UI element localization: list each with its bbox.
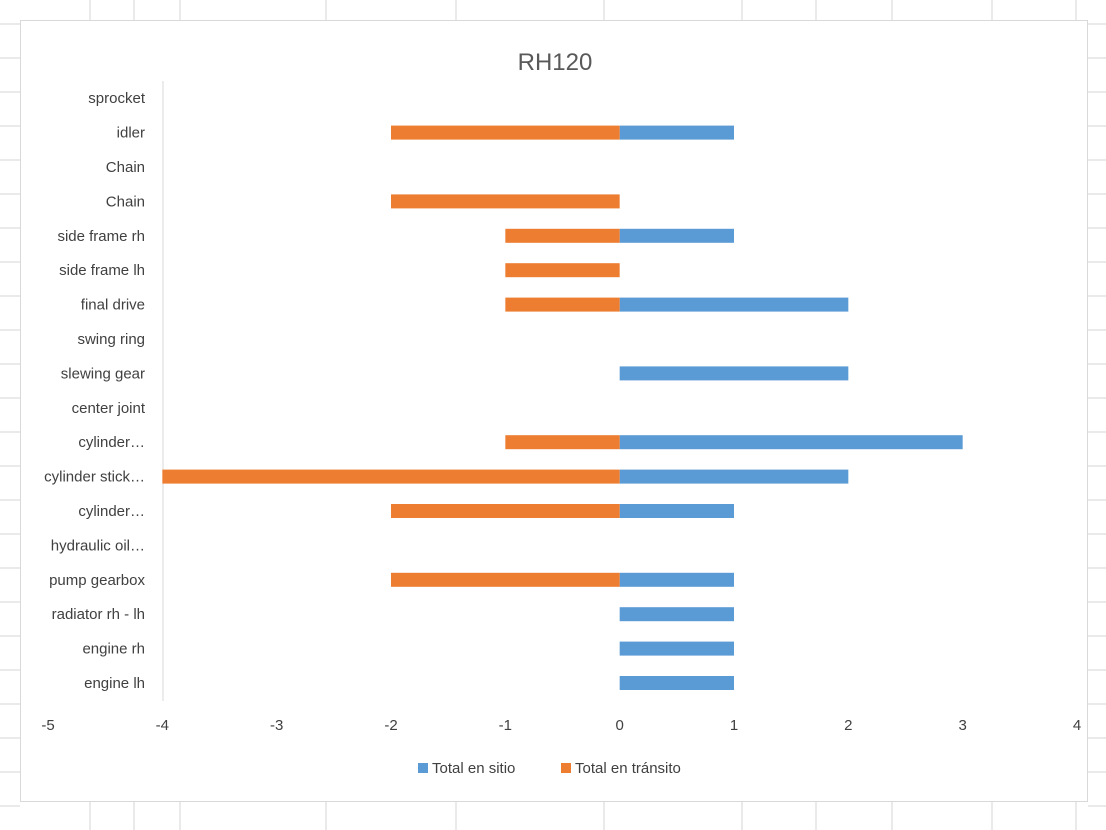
bar	[505, 228, 620, 243]
bar	[619, 366, 849, 381]
bar	[619, 435, 963, 450]
category-label: swing ring	[77, 331, 145, 348]
bar	[619, 125, 734, 140]
category-label: cylinder stick…	[44, 469, 145, 486]
legend-swatch	[561, 763, 571, 773]
x-tick-label: 0	[615, 717, 623, 734]
bar	[619, 297, 849, 312]
category-label: engine lh	[84, 675, 145, 692]
category-label: pump gearbox	[49, 572, 145, 589]
bar	[505, 297, 620, 312]
bar	[505, 435, 620, 450]
bar	[619, 641, 734, 656]
bar	[391, 194, 620, 209]
x-tick-label: -1	[499, 717, 512, 734]
x-tick-label: 2	[844, 717, 852, 734]
category-label: idler	[117, 125, 145, 142]
legend-label: Total en sitio	[432, 760, 515, 777]
bar	[162, 469, 620, 484]
chart-area[interactable]: RH120 sprocket idler Chain Chain side frame …	[20, 20, 1088, 802]
x-tick-label: -3	[270, 717, 283, 734]
category-labels: sprocket idler Chain Chain side frame rh side…	[44, 90, 146, 692]
bar	[619, 607, 734, 622]
x-tick-label: 4	[1073, 717, 1081, 734]
category-label: slewing gear	[61, 365, 145, 382]
category-label: center joint	[72, 400, 146, 417]
bar	[619, 676, 734, 690]
bar	[619, 228, 734, 243]
x-tick-label: 1	[730, 717, 738, 734]
category-label: side frame lh	[59, 262, 145, 279]
category-label: sprocket	[88, 90, 146, 107]
bar	[619, 572, 734, 587]
x-tick-labels: -5 -4 -3 -2 -1 0 1 2 3 4	[41, 717, 1081, 734]
chart-title: RH120	[518, 49, 593, 76]
bars	[162, 125, 963, 690]
x-tick-label: -4	[156, 717, 169, 734]
legend: Total en sitio Total en tránsito	[418, 760, 681, 777]
legend-swatch	[418, 763, 428, 773]
bar-chart: RH120 sprocket idler Chain Chain side frame …	[41, 49, 1081, 777]
bar	[619, 469, 849, 484]
category-label: engine rh	[82, 641, 145, 658]
category-label: hydraulic oil…	[51, 537, 145, 554]
category-label: cylinder…	[78, 503, 145, 520]
bar	[391, 504, 620, 518]
category-label: side frame rh	[57, 228, 145, 245]
x-tick-label: 3	[958, 717, 966, 734]
x-tick-label: -2	[384, 717, 397, 734]
category-label: cylinder…	[78, 434, 145, 451]
x-tick-label: -5	[41, 717, 54, 734]
category-label: Chain	[106, 193, 145, 210]
category-label: final drive	[81, 297, 145, 314]
bar	[391, 125, 620, 140]
legend-label: Total en tránsito	[575, 760, 681, 777]
bar	[391, 572, 620, 587]
bar	[619, 504, 734, 518]
category-label: radiator rh - lh	[52, 606, 145, 623]
bar	[505, 263, 620, 278]
category-label: Chain	[106, 159, 145, 176]
